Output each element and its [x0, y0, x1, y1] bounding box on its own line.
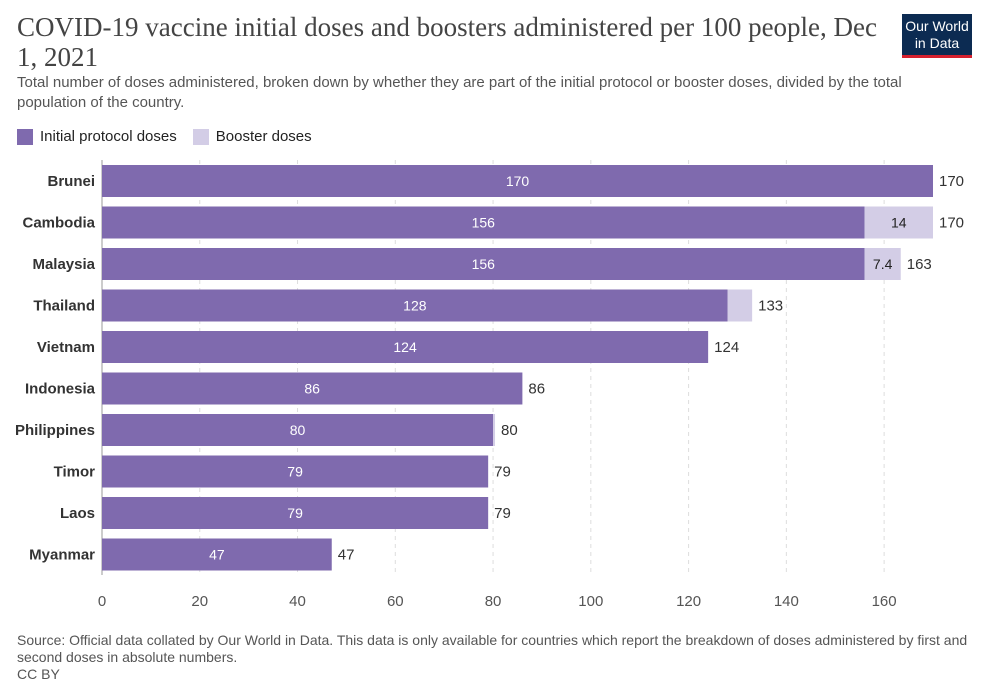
x-tick-label-80: 80 [485, 593, 502, 610]
data-label-booster-malaysia: 7.4 [873, 256, 893, 272]
bar-initial-indonesia [102, 372, 523, 405]
total-label-indonesia: 86 [528, 381, 545, 398]
bar-booster-cambodia [864, 206, 933, 239]
bar-booster-philippines [493, 414, 496, 446]
data-label-initial-brunei: 170 [506, 173, 530, 189]
chart-subtitle: Total number of doses administered, brok… [17, 74, 902, 111]
legend-swatch-booster [192, 128, 209, 145]
data-label-initial-cambodia: 156 [472, 215, 496, 231]
data-label-initial-indonesia: 86 [304, 381, 320, 397]
total-label-malaysia: 163 [907, 256, 932, 273]
category-label-brunei: Brunei [47, 173, 95, 190]
source-note: Source: Official data collated by Our Wo… [17, 632, 968, 665]
total-label-myanmar: 47 [338, 547, 355, 564]
logo-line-1: Our World [905, 18, 969, 34]
category-label-vietnam: Vietnam [37, 339, 95, 356]
x-tick-label-60: 60 [387, 593, 404, 610]
total-label-vietnam: 124 [714, 339, 739, 356]
category-label-thailand: Thailand [33, 298, 95, 315]
chart-title: COVID-19 vaccine initial doses and boost… [17, 12, 878, 72]
category-label-indonesia: Indonesia [25, 381, 96, 398]
legend-label-booster: Booster doses [215, 128, 312, 145]
logo-line-2: in Data [914, 35, 960, 51]
bar-chart: 0 20 40 60 80 100 120 140 160 Brunei 170 170 Cambodi… [15, 160, 964, 610]
bar-initial-myanmar [102, 538, 332, 571]
legend-swatch-initial [17, 128, 33, 145]
legend: Initial protocol doses Booster doses [17, 128, 328, 145]
data-label-initial-malaysia: 156 [472, 256, 496, 272]
bar-initial-philippines [102, 414, 494, 446]
total-label-cambodia: 170 [939, 215, 964, 232]
x-tick-label-0: 0 [98, 593, 106, 610]
bar-booster-malaysia [864, 248, 901, 280]
legend-label-initial: Initial protocol doses [40, 128, 177, 145]
license-note: CC BY [17, 666, 60, 682]
x-tick-label-120: 120 [676, 593, 701, 610]
category-label-laos: Laos [60, 505, 95, 522]
bar-booster-thailand [727, 289, 753, 322]
x-tick-label-100: 100 [578, 593, 603, 610]
legend-item-booster[interactable]: Booster doses [192, 128, 312, 145]
x-tick-label-40: 40 [289, 593, 306, 610]
total-label-brunei: 170 [939, 173, 964, 190]
data-label-initial-laos: 79 [287, 505, 303, 521]
total-label-philippines: 80 [501, 422, 518, 439]
footer: Source: Official data collated by Our Wo… [17, 632, 977, 683]
total-label-timor: 79 [494, 464, 511, 481]
legend-item-initial[interactable]: Initial protocol doses [17, 128, 177, 145]
bar-initial-laos [102, 497, 489, 529]
owid-logo[interactable]: Our World in Data [902, 14, 972, 58]
data-label-initial-myanmar: 47 [209, 547, 225, 563]
bar-initial-thailand [102, 289, 728, 322]
category-label-cambodia: Cambodia [22, 215, 95, 232]
bar-initial-timor [102, 455, 489, 488]
total-label-laos: 79 [494, 505, 511, 522]
data-label-initial-vietnam: 124 [393, 339, 417, 355]
bar-initial-vietnam [102, 331, 709, 363]
data-label-booster-cambodia: 14 [891, 215, 907, 231]
data-label-initial-timor: 79 [287, 464, 303, 480]
total-label-thailand: 133 [758, 298, 783, 315]
category-label-philippines: Philippines [15, 422, 95, 439]
data-label-initial-thailand: 128 [403, 298, 427, 314]
category-label-malaysia: Malaysia [32, 256, 95, 273]
bar-initial-brunei [102, 165, 933, 197]
data-label-initial-philippines: 80 [290, 422, 306, 438]
x-tick-label-20: 20 [191, 593, 208, 610]
bar-initial-malaysia [102, 248, 865, 280]
category-label-myanmar: Myanmar [29, 547, 95, 564]
x-tick-label-160: 160 [872, 593, 897, 610]
x-tick-label-140: 140 [774, 593, 799, 610]
category-label-timor: Timor [54, 464, 96, 481]
bar-initial-cambodia [102, 206, 865, 239]
